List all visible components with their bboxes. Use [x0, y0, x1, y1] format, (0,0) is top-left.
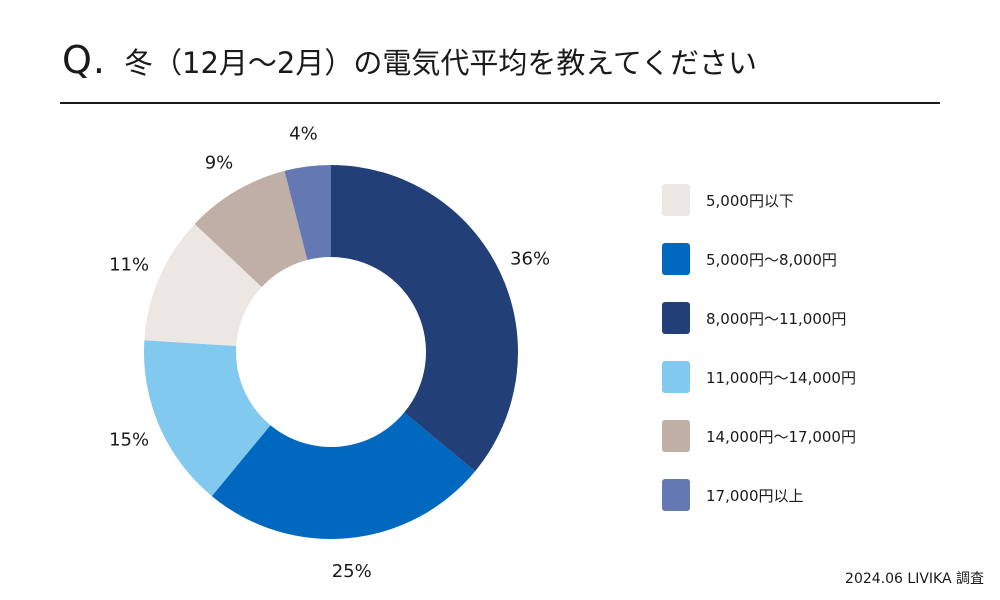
legend-item: 11,000円〜14,000円	[662, 361, 856, 393]
legend-swatch	[662, 243, 690, 275]
slice-percent-label: 15%	[109, 429, 149, 450]
slice-percent-label: 11%	[109, 255, 149, 276]
legend-label: 5,000円以下	[706, 191, 794, 210]
legend-item: 5,000円〜8,000円	[662, 243, 856, 275]
legend-item: 5,000円以下	[662, 184, 856, 216]
source-note: 2024.06 LIVIKA 調査	[845, 571, 984, 587]
slice-percent-label: 25%	[332, 561, 372, 582]
legend-item: 8,000円〜11,000円	[662, 302, 856, 334]
question-marker: Q.	[62, 38, 106, 82]
legend-swatch	[662, 302, 690, 334]
slice-percent-label: 9%	[205, 153, 234, 174]
title-divider	[60, 102, 940, 104]
pie-slice	[194, 170, 308, 287]
slice-percent-label: 36%	[510, 248, 550, 269]
legend-label: 11,000円〜14,000円	[706, 368, 856, 387]
pie-slice	[331, 165, 518, 472]
pie-slice	[284, 165, 331, 260]
title-row: Q. 冬（12月〜2月）の電気代平均を教えてください	[62, 38, 757, 82]
legend-swatch	[662, 420, 690, 452]
legend-swatch	[662, 184, 690, 216]
legend-item: 17,000円以上	[662, 479, 856, 511]
legend-label: 5,000円〜8,000円	[706, 250, 837, 269]
legend-swatch	[662, 361, 690, 393]
chart-legend: 5,000円以下 5,000円〜8,000円 8,000円〜11,000円 11,00…	[662, 184, 856, 538]
legend-swatch	[662, 479, 690, 511]
slice-percent-label: 4%	[289, 124, 318, 145]
legend-label: 17,000円以上	[706, 486, 804, 505]
pie-slice	[144, 340, 271, 497]
page-title: 冬（12月〜2月）の電気代平均を教えてください	[124, 46, 758, 80]
legend-label: 14,000円〜17,000円	[706, 427, 856, 446]
legend-item: 14,000円〜17,000円	[662, 420, 856, 452]
legend-label: 8,000円〜11,000円	[706, 309, 847, 328]
pie-slice	[144, 223, 262, 347]
pie-slice	[211, 412, 476, 539]
